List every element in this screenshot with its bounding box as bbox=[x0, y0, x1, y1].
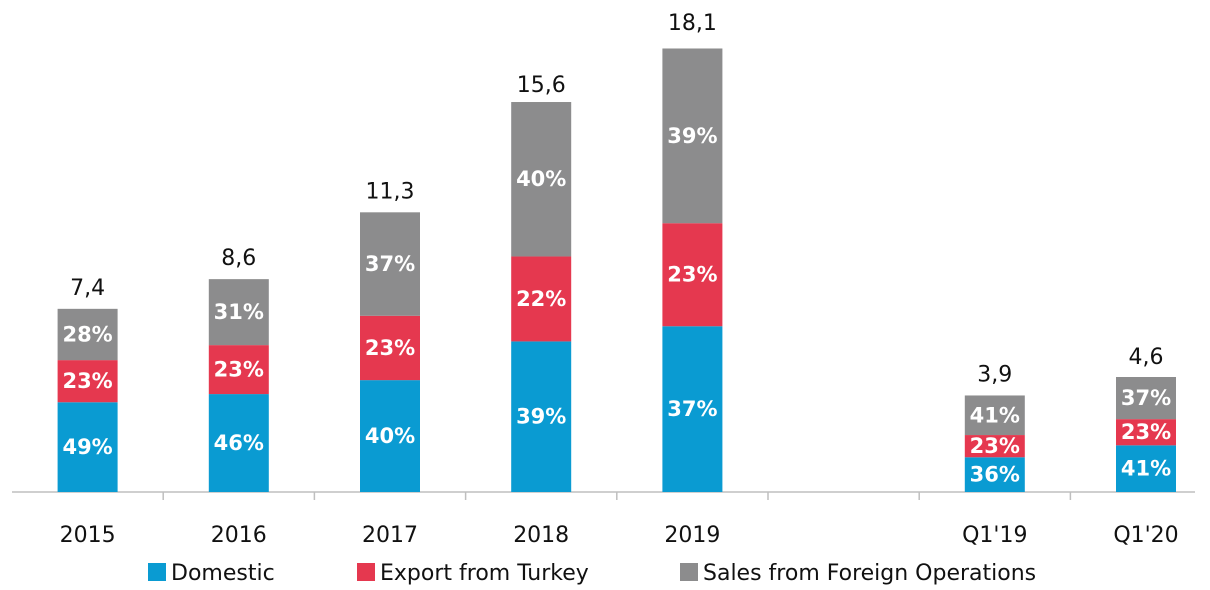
bar-segment bbox=[964, 435, 1025, 458]
segment-label: 40% bbox=[365, 424, 415, 448]
bar-segment bbox=[1116, 377, 1176, 420]
segment-label: 28% bbox=[62, 322, 112, 346]
bar-segment bbox=[57, 308, 118, 361]
bar-segment bbox=[208, 279, 269, 346]
legend-swatch bbox=[680, 563, 698, 581]
bar-segment bbox=[1116, 445, 1176, 492]
x-tick-label: 2019 bbox=[664, 523, 720, 548]
segment-label: 49% bbox=[62, 435, 112, 459]
segment-label: 39% bbox=[516, 405, 566, 429]
bar-segment bbox=[1116, 419, 1176, 446]
segment-label: 40% bbox=[516, 167, 566, 191]
bar-segment bbox=[57, 402, 118, 492]
segment-label: 36% bbox=[970, 463, 1020, 487]
total-label: 18,1 bbox=[668, 11, 717, 36]
bar-segment bbox=[964, 457, 1025, 492]
segment-label: 41% bbox=[1121, 457, 1171, 481]
x-tick-label: Q1'20 bbox=[1113, 523, 1178, 548]
total-label: 11,3 bbox=[366, 179, 415, 204]
x-tick-label: Q1'19 bbox=[962, 523, 1027, 548]
segment-label: 22% bbox=[516, 287, 566, 311]
segment-label: 37% bbox=[365, 252, 415, 276]
bar-segment bbox=[511, 341, 572, 492]
segment-label: 37% bbox=[667, 397, 717, 421]
bar-segment bbox=[662, 48, 723, 224]
x-tick-label: 2015 bbox=[60, 523, 116, 548]
x-tick-label: 2017 bbox=[362, 523, 418, 548]
x-tick-label: 2016 bbox=[211, 523, 267, 548]
total-label: 4,6 bbox=[1129, 345, 1164, 370]
segment-label: 31% bbox=[214, 300, 264, 324]
legend-swatch bbox=[357, 563, 375, 581]
bar-segment bbox=[360, 315, 420, 381]
segment-label: 23% bbox=[62, 369, 112, 393]
total-label: 3,9 bbox=[977, 362, 1012, 387]
x-tick-label: 2018 bbox=[513, 523, 569, 548]
segment-label: 23% bbox=[970, 434, 1020, 458]
legend-label: Export from Turkey bbox=[380, 561, 589, 586]
bar-segment bbox=[964, 395, 1025, 436]
legend-label: Sales from Foreign Operations bbox=[703, 561, 1036, 586]
bar-segment bbox=[360, 212, 420, 316]
segment-label: 23% bbox=[667, 263, 717, 287]
bar-segment bbox=[511, 256, 572, 342]
segment-label: 23% bbox=[1121, 420, 1171, 444]
legend-swatch bbox=[148, 563, 166, 581]
bar-segment bbox=[57, 360, 118, 403]
bar-segment bbox=[208, 394, 269, 492]
segment-label: 37% bbox=[1121, 386, 1171, 410]
bar-segment bbox=[208, 345, 269, 395]
total-label: 7,4 bbox=[70, 276, 105, 301]
segment-label: 41% bbox=[970, 403, 1020, 427]
legend-label: Domestic bbox=[171, 561, 275, 586]
bar-segment bbox=[662, 223, 723, 327]
total-label: 15,6 bbox=[517, 73, 566, 98]
bar-segment bbox=[662, 326, 723, 492]
bar-segment bbox=[360, 380, 420, 492]
bar-segment bbox=[511, 102, 572, 257]
segment-label: 23% bbox=[365, 336, 415, 360]
total-label: 8,6 bbox=[221, 246, 256, 271]
segment-label: 39% bbox=[667, 124, 717, 148]
segment-label: 46% bbox=[214, 431, 264, 455]
segment-label: 23% bbox=[214, 358, 264, 382]
